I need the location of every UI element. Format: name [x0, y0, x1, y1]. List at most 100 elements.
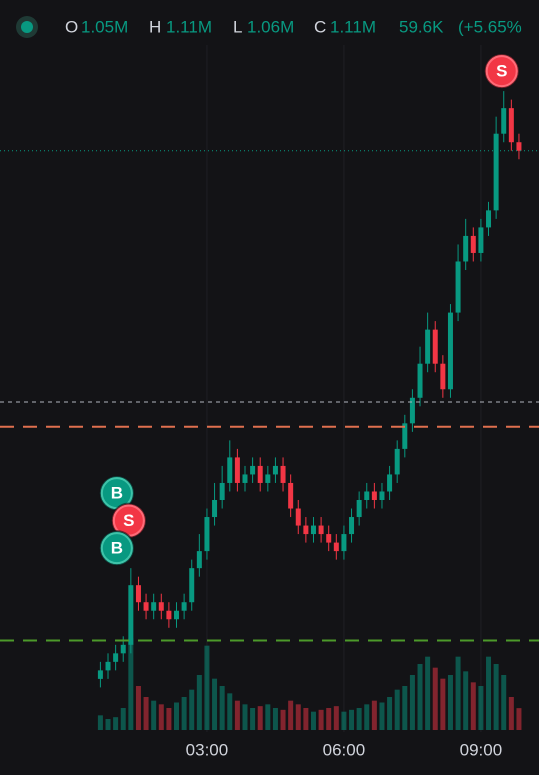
- candle-body: [417, 363, 423, 398]
- candle-body: [409, 397, 415, 424]
- candle-body: [128, 585, 134, 645]
- trade-marker: S: [110, 502, 147, 539]
- candle-body: [135, 585, 141, 603]
- volume-bar: [516, 708, 522, 730]
- volume-bar: [402, 686, 408, 730]
- volume-bar: [364, 704, 370, 730]
- candle-body: [295, 508, 301, 526]
- volume-bar: [196, 675, 202, 730]
- candle-body: [288, 482, 294, 509]
- volume-bar: [97, 715, 103, 730]
- volume-bar: [508, 697, 514, 730]
- volume-bar: [181, 697, 187, 730]
- volume-bar: [470, 682, 476, 730]
- candle-body: [272, 465, 278, 475]
- volume-bar: [227, 693, 233, 730]
- volume-bar: [105, 719, 111, 730]
- volume-bar: [455, 656, 461, 730]
- volume-bar: [333, 706, 339, 730]
- candle-body: [394, 448, 400, 475]
- marker-label: S: [123, 511, 134, 530]
- close-value: 1.11M: [330, 17, 376, 36]
- volume-bar: [326, 708, 332, 730]
- volume-bar: [288, 700, 294, 730]
- volume-bar: [303, 708, 309, 730]
- candle-body: [257, 465, 263, 483]
- candle-body: [387, 474, 393, 492]
- candle-body: [174, 610, 180, 620]
- volume-bar: [417, 664, 423, 730]
- volume-bar: [379, 702, 385, 730]
- candle-body: [333, 542, 339, 552]
- volume-bar: [356, 708, 362, 730]
- volume-bar: [204, 645, 210, 730]
- trade-marker: B: [98, 530, 135, 567]
- candle-body: [189, 568, 195, 603]
- marker-label: B: [111, 484, 123, 503]
- candle-body: [166, 610, 172, 620]
- x-tick-label: 09:00: [460, 740, 503, 759]
- candle-body: [455, 261, 461, 313]
- volume-bar: [234, 700, 240, 730]
- candle-body: [470, 235, 476, 253]
- volume-bar: [501, 675, 507, 730]
- volume-bar: [280, 709, 286, 730]
- volume-bar: [463, 671, 469, 730]
- volume-bar: [409, 675, 415, 730]
- volume-bar: [349, 709, 355, 730]
- volume-bar: [371, 700, 377, 730]
- volume-bar: [447, 675, 453, 730]
- volume-bar: [432, 667, 438, 730]
- candle-body: [219, 482, 225, 500]
- candle-body: [516, 142, 522, 151]
- candle-body: [204, 517, 210, 552]
- volume-bar: [310, 711, 316, 730]
- candle-body: [318, 525, 324, 535]
- volume-bar: [486, 656, 492, 730]
- low-label: L: [233, 17, 242, 36]
- candle-body: [356, 500, 362, 518]
- marker-label: S: [496, 62, 507, 81]
- volume-bar: [219, 686, 225, 730]
- volume-bar: [242, 704, 248, 730]
- volume-bar: [265, 704, 271, 730]
- volume-bar: [158, 704, 164, 730]
- high-label: H: [149, 17, 161, 36]
- open-label: O: [65, 17, 78, 36]
- trade-marker: S: [483, 53, 520, 90]
- candle-body: [326, 534, 332, 543]
- candle-body: [341, 534, 347, 552]
- candle-body: [212, 500, 218, 518]
- volume-bar: [212, 678, 218, 730]
- candle-body: [120, 644, 126, 654]
- marker-circle: [483, 53, 520, 90]
- volume-bar: [493, 664, 499, 730]
- change-value: (+5.65%: [458, 17, 522, 36]
- candle-body: [508, 108, 514, 143]
- volume-bar: [120, 708, 126, 730]
- candle-body: [227, 457, 233, 483]
- volume-bar: [257, 706, 263, 730]
- candle-body: [143, 602, 149, 611]
- high-value: 1.11M: [166, 17, 212, 36]
- candle-body: [440, 363, 446, 390]
- candle-body: [371, 491, 377, 500]
- volume-bar: [387, 697, 393, 730]
- candle-body: [113, 653, 119, 662]
- volume-bar: [151, 700, 157, 730]
- candle-body: [501, 108, 507, 134]
- volume-bar: [113, 717, 119, 730]
- volume-bar: [295, 704, 301, 730]
- candle-body: [181, 602, 187, 611]
- volume-bar: [341, 711, 347, 730]
- candle-body: [402, 423, 408, 449]
- volume-bar: [128, 638, 134, 730]
- candle-body: [196, 551, 202, 569]
- candle-body: [151, 602, 157, 611]
- candle-body: [105, 661, 111, 671]
- volume-bar: [440, 678, 446, 730]
- candle-body: [447, 312, 453, 390]
- candle-body: [158, 602, 164, 611]
- volume-bar: [135, 686, 141, 730]
